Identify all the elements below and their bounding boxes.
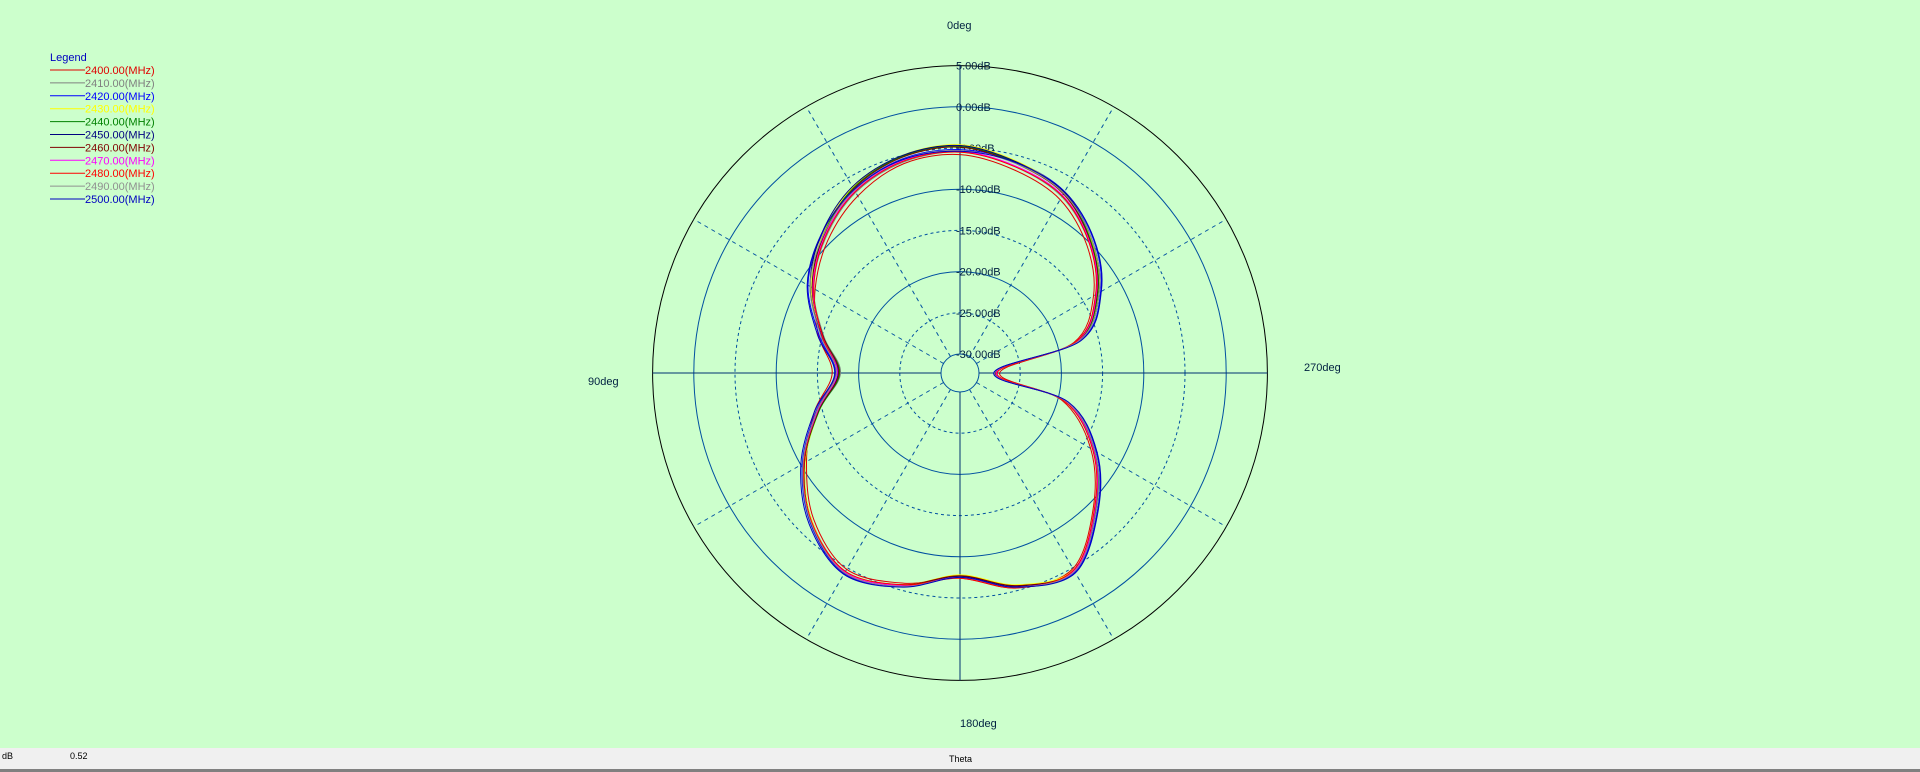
angle-label-180deg: 180deg [960, 718, 997, 730]
legend-entry: 2420.00(MHz) [85, 91, 155, 103]
angle-label-90deg: 90deg [588, 376, 619, 388]
legend: Legend 2400.00(MHz)2410.00(MHz)2420.00(M… [50, 52, 155, 206]
legend-entry: 2470.00(MHz) [85, 155, 155, 167]
radial-tick-label: 5.00dB [956, 61, 991, 73]
grid-spoke [969, 389, 1115, 640]
series-traces [800, 144, 1103, 589]
grid-spoke [976, 382, 1227, 528]
radial-tick-label: -20.00dB [956, 267, 1001, 279]
grid-spoke [805, 389, 951, 640]
legend-entry: 2440.00(MHz) [85, 117, 155, 129]
grid-spoke [805, 106, 951, 357]
radial-tick-label: 0.00dB [956, 102, 991, 114]
status-bar: dB 0.52 Theta [0, 748, 1920, 772]
polar-plot: 5.00dB0.00dB-5.00dB-10.00dB-15.00dB-20.0… [50, 20, 1341, 730]
legend-entry: 2400.00(MHz) [85, 65, 155, 77]
series-trace-2430.00(MHz) [804, 144, 1100, 586]
series-trace-2460.00(MHz) [803, 146, 1099, 587]
legend-entry: 2480.00(MHz) [85, 168, 155, 180]
series-trace-2480.00(MHz) [802, 151, 1098, 589]
legend-entry: 2460.00(MHz) [85, 142, 155, 154]
status-axis: Theta [949, 754, 973, 764]
legend-entry: 2490.00(MHz) [85, 181, 155, 193]
legend-entry: 2410.00(MHz) [85, 78, 155, 90]
legend-entry: 2450.00(MHz) [85, 130, 155, 142]
radial-tick-label: -30.00dB [956, 349, 1001, 361]
status-unit: dB [2, 751, 14, 761]
grid-spoke [969, 106, 1115, 357]
legend-entry: 2500.00(MHz) [85, 194, 155, 206]
radial-labels: 5.00dB0.00dB-5.00dB-10.00dB-15.00dB-20.0… [956, 61, 1001, 361]
angle-label-0deg: 0deg [947, 20, 971, 32]
polar-grid [652, 65, 1268, 681]
angle-labels: 0deg 90deg 180deg 270deg [588, 20, 1341, 730]
grid-spoke [693, 218, 944, 364]
legend-entry: 2430.00(MHz) [85, 104, 155, 116]
radial-tick-label: -10.00dB [956, 184, 1001, 196]
angle-label-270deg: 270deg [1304, 362, 1341, 374]
grid-spoke [693, 382, 944, 528]
radial-tick-label: -15.00dB [956, 225, 1001, 237]
series-trace-2500.00(MHz) [800, 150, 1103, 588]
status-value: 0.52 [70, 751, 88, 761]
radial-tick-label: -25.00dB [956, 308, 1001, 320]
legend-title: Legend [50, 52, 87, 64]
